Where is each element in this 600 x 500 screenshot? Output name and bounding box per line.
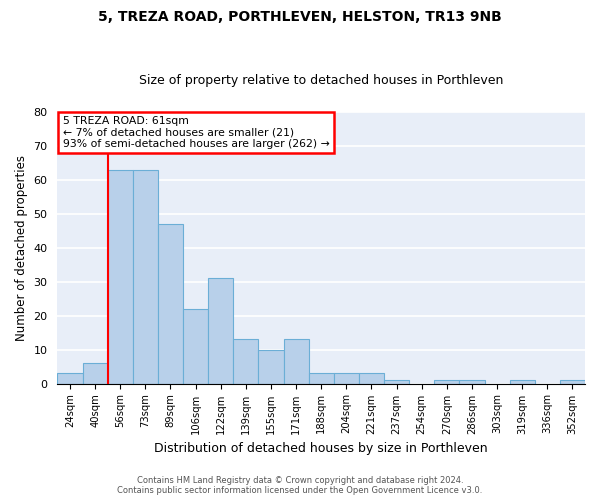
Bar — [259, 350, 284, 384]
Bar — [158, 224, 183, 384]
Bar — [133, 170, 158, 384]
Title: Size of property relative to detached houses in Porthleven: Size of property relative to detached ho… — [139, 74, 503, 87]
Bar — [58, 374, 83, 384]
Text: 5 TREZA ROAD: 61sqm
← 7% of detached houses are smaller (21)
93% of semi-detache: 5 TREZA ROAD: 61sqm ← 7% of detached hou… — [62, 116, 329, 149]
Bar — [560, 380, 585, 384]
Bar — [107, 170, 133, 384]
Bar — [183, 309, 208, 384]
Bar — [434, 380, 460, 384]
Bar — [284, 340, 308, 384]
X-axis label: Distribution of detached houses by size in Porthleven: Distribution of detached houses by size … — [154, 442, 488, 455]
Bar — [334, 374, 359, 384]
Text: 5, TREZA ROAD, PORTHLEVEN, HELSTON, TR13 9NB: 5, TREZA ROAD, PORTHLEVEN, HELSTON, TR13… — [98, 10, 502, 24]
Bar — [460, 380, 485, 384]
Bar — [509, 380, 535, 384]
Text: Contains HM Land Registry data © Crown copyright and database right 2024.
Contai: Contains HM Land Registry data © Crown c… — [118, 476, 482, 495]
Bar — [233, 340, 259, 384]
Bar — [208, 278, 233, 384]
Bar — [384, 380, 409, 384]
Y-axis label: Number of detached properties: Number of detached properties — [15, 154, 28, 340]
Bar — [308, 374, 334, 384]
Bar — [359, 374, 384, 384]
Bar — [83, 363, 107, 384]
